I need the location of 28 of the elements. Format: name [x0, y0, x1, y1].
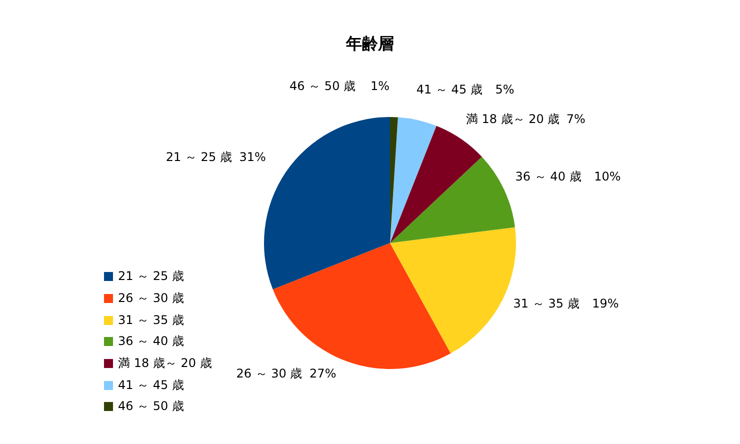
slice-label: 26 ～ 30 歳	[236, 366, 302, 380]
legend-label: 36 ～ 40 歳	[118, 333, 184, 350]
data-label: 31%	[239, 150, 266, 164]
pie-slice	[390, 227, 516, 354]
legend-label: 満 18 歳～ 20 歳	[118, 355, 212, 372]
slice-label: 21 ～ 25 歳	[166, 150, 232, 164]
legend-label: 46 ～ 50 歳	[118, 398, 184, 416]
pie-slice	[390, 126, 482, 243]
data-label: 19%	[592, 296, 619, 310]
data-label: 10%	[594, 170, 621, 184]
legend-label: 41 ～ 45 歳	[118, 376, 184, 394]
legend-label: 26 ～ 30 歳	[118, 290, 184, 308]
data-label: 1%	[370, 79, 390, 94]
slice-label: 満 18 歳～ 20 歳	[466, 112, 560, 126]
legend-label: 21 ～ 25 歳	[118, 268, 184, 286]
data-label: 27%	[310, 366, 336, 380]
slice-label: 31 ～ 35 歳	[513, 296, 580, 310]
chart-title: 年齢層	[344, 34, 395, 55]
data-label: 7%	[566, 112, 586, 126]
slice-label: 41 ～ 45 歳	[416, 82, 482, 96]
legend-label: 31 ～ 35 歳	[118, 312, 184, 329]
category-label: 46 ～ 50 歳	[290, 79, 356, 94]
pie-slice	[390, 156, 516, 243]
pie-slice	[390, 117, 436, 243]
pie-slice	[272, 243, 451, 369]
pie-slice	[264, 117, 390, 290]
data-label: 5%	[495, 82, 514, 96]
slice-label: 36 ～ 40 歳	[515, 170, 582, 184]
